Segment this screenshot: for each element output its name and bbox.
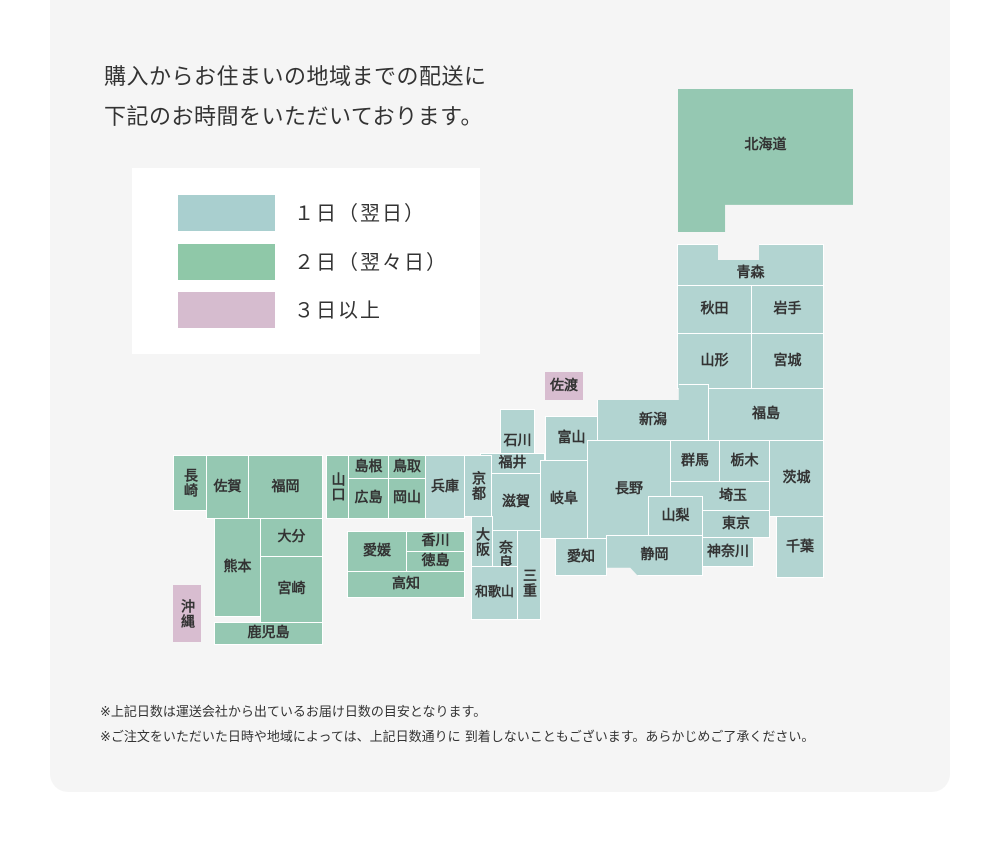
- region-yamanashi: 山梨: [648, 496, 703, 536]
- legend-item-three-day: ３日以上: [178, 292, 478, 328]
- delivery-notes: ※上記日数は運送会社から出ているお届け日数の目安となります。 ※ご注文をいただい…: [100, 700, 814, 750]
- region-kagawa: 香川: [406, 531, 465, 552]
- region-yamaguchi: 山口: [326, 455, 349, 519]
- legend-label-three-day: ３日以上: [294, 298, 382, 322]
- region-kochi: 高知: [347, 571, 465, 598]
- region-shimane: 島根: [348, 455, 389, 479]
- delivery-legend: １日（翌日） ２日（翌々日） ３日以上: [132, 168, 480, 354]
- legend-swatch-two-day: [178, 244, 275, 280]
- region-ehime: 愛媛: [347, 531, 407, 572]
- region-miyazaki: 宮崎: [260, 556, 323, 623]
- note-line-1: ※上記日数は運送会社から出ているお届け日数の目安となります。: [100, 705, 487, 720]
- region-kagoshima: 鹿児島: [214, 622, 323, 645]
- region-nagasaki: 長崎: [173, 455, 207, 511]
- legend-item-two-day: ２日（翌々日）: [178, 244, 478, 280]
- region-miyagi: 宮城: [751, 333, 824, 389]
- region-tokyo: 東京: [702, 510, 770, 538]
- region-okayama: 岡山: [388, 478, 426, 519]
- intro-text: 購入からお住まいの地域までの配送に 下記のお時間をいただいております。: [104, 58, 487, 138]
- intro-line-2: 下記のお時間をいただいております。: [104, 105, 483, 130]
- region-mie: 三重: [517, 530, 541, 620]
- region-tokushima: 徳島: [406, 551, 465, 572]
- legend-label-two-day: ２日（翌々日）: [294, 250, 448, 274]
- intro-line-1: 購入からお住まいの地域までの配送に: [104, 65, 487, 90]
- region-hyogo: 兵庫: [425, 455, 465, 519]
- legend-label-one-day: １日（翌日）: [294, 201, 426, 225]
- region-kanagawa: 神奈川: [702, 537, 754, 567]
- region-fukuoka: 福岡: [248, 455, 323, 519]
- region-hiroshima: 広島: [348, 478, 389, 519]
- legend-item-one-day: １日（翌日）: [178, 195, 478, 231]
- region-kyoto: 京都: [464, 455, 492, 517]
- region-oita: 大分: [260, 518, 323, 557]
- region-wakayama: 和歌山: [471, 566, 518, 620]
- region-fukushima: 福島: [708, 388, 824, 441]
- region-sado: 佐渡: [545, 372, 583, 400]
- region-osaka: 大阪: [471, 516, 493, 567]
- region-akita: 秋田: [677, 285, 752, 334]
- region-ishikawa: 石川: [500, 409, 535, 454]
- region-ibaraki: 茨城: [769, 440, 824, 517]
- region-kumamoto: 熊本: [214, 518, 261, 617]
- note-line-2: ※ご注文をいただいた日時や地域によっては、上記日数通りに 到着しないこともござい…: [100, 730, 815, 745]
- region-okinawa: 沖縄: [173, 585, 201, 642]
- region-shiga: 滋賀: [491, 473, 541, 531]
- region-aichi: 愛知: [555, 538, 607, 576]
- region-gunma: 群馬: [670, 440, 720, 482]
- region-iwate: 岩手: [751, 285, 824, 334]
- region-tottori: 鳥取: [388, 455, 426, 479]
- legend-swatch-three-day: [178, 292, 275, 328]
- region-saga: 佐賀: [206, 455, 249, 519]
- region-chiba: 千葉: [776, 516, 824, 578]
- region-gifu: 岐阜: [540, 460, 588, 539]
- region-tochigi: 栃木: [719, 440, 770, 482]
- region-yamagata: 山形: [677, 333, 752, 389]
- legend-swatch-one-day: [178, 195, 275, 231]
